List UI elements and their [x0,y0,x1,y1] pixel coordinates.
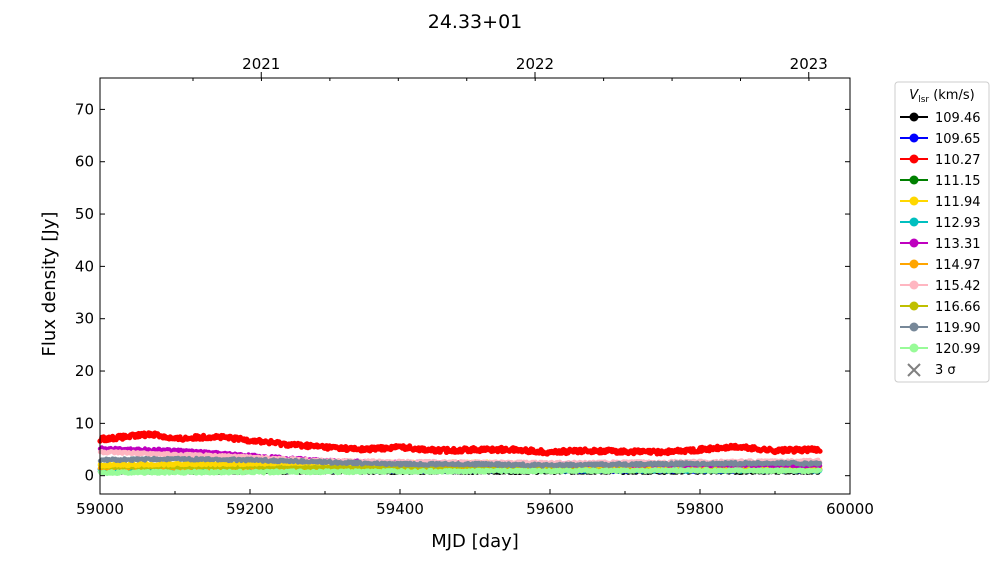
chart-title: 24.33+01 [428,11,523,33]
plot-background [100,78,850,494]
x-axis-label: MJD [day] [431,531,519,552]
y-axis-label: Flux density [Jy] [39,212,60,357]
series-layer [97,430,823,476]
plot-area: 59000 59200 59400 59600 59800 60000 010203040… [75,55,874,518]
